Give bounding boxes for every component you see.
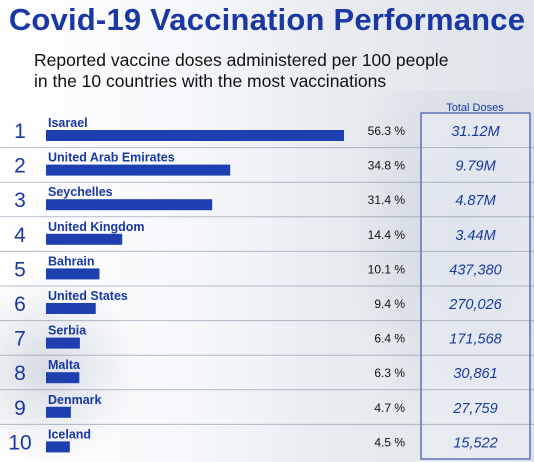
total-doses-cell: 15,522 (453, 435, 497, 451)
rank-number: 2 (14, 155, 26, 178)
subtitle-line-2: in the 10 countries with the most vaccin… (34, 71, 387, 91)
bar (46, 406, 71, 418)
total-doses-cell: 171,568 (449, 332, 501, 348)
rank-number: 7 (14, 328, 26, 351)
rank-number: 9 (14, 397, 26, 420)
total-doses-cell: 4.87M (455, 193, 496, 209)
percent-label: 10.1 % (368, 262, 406, 276)
country-label: Iceland (48, 427, 91, 441)
rank-number: 3 (14, 189, 26, 212)
percent-label: 34.8 % (368, 159, 406, 173)
total-doses-cell: 30,861 (453, 366, 497, 382)
country-label: Malta (48, 358, 81, 372)
bar (46, 130, 344, 141)
rank-number: 6 (14, 293, 26, 316)
rank-number: 8 (14, 362, 26, 385)
percent-label: 9.4 % (374, 297, 405, 311)
percent-label: 6.4 % (374, 332, 405, 346)
percent-label: 4.5 % (374, 435, 405, 449)
country-label: Seychelles (48, 185, 113, 199)
rank-number: 4 (14, 224, 26, 247)
bar (46, 337, 80, 349)
bar (46, 372, 80, 384)
total-doses-cell: 437,380 (449, 262, 501, 278)
total-doses-cell: 27,759 (452, 401, 497, 417)
total-doses-cell: 270,026 (448, 297, 502, 313)
total-doses-header: Total Doses (446, 102, 504, 114)
country-label: United Kingdom (48, 220, 145, 234)
country-label: Bahrain (48, 254, 95, 268)
country-label: United States (48, 289, 128, 303)
chart-title: Covid-19 Vaccination Performance (8, 2, 526, 37)
percent-label: 6.3 % (374, 366, 405, 380)
chart-subtitle: Reported vaccine doses administered per … (34, 50, 524, 92)
percent-label: 56.3 % (368, 124, 406, 138)
bar (46, 268, 100, 280)
percent-label: 4.7 % (374, 401, 405, 415)
country-label: Serbia (48, 324, 87, 338)
bar (46, 233, 123, 245)
total-doses-cell: 3.44M (455, 228, 496, 244)
total-doses-cell: 9.79M (455, 159, 496, 175)
percent-label: 14.4 % (368, 228, 406, 242)
rank-number: 5 (14, 258, 26, 281)
bar (46, 441, 70, 453)
country-label: United Arab Emirates (48, 151, 175, 165)
percent-label: 31.4 % (368, 193, 406, 207)
bar (46, 164, 231, 176)
country-label: Isarael (48, 116, 88, 130)
rank-number: 1 (14, 120, 26, 143)
country-label: Denmark (48, 393, 102, 407)
subtitle-line-1: Reported vaccine doses administered per … (34, 50, 449, 70)
bar (46, 303, 96, 314)
total-doses-cell: 31.12M (451, 124, 500, 140)
bar (46, 199, 213, 211)
rank-number: 10 (8, 431, 31, 454)
